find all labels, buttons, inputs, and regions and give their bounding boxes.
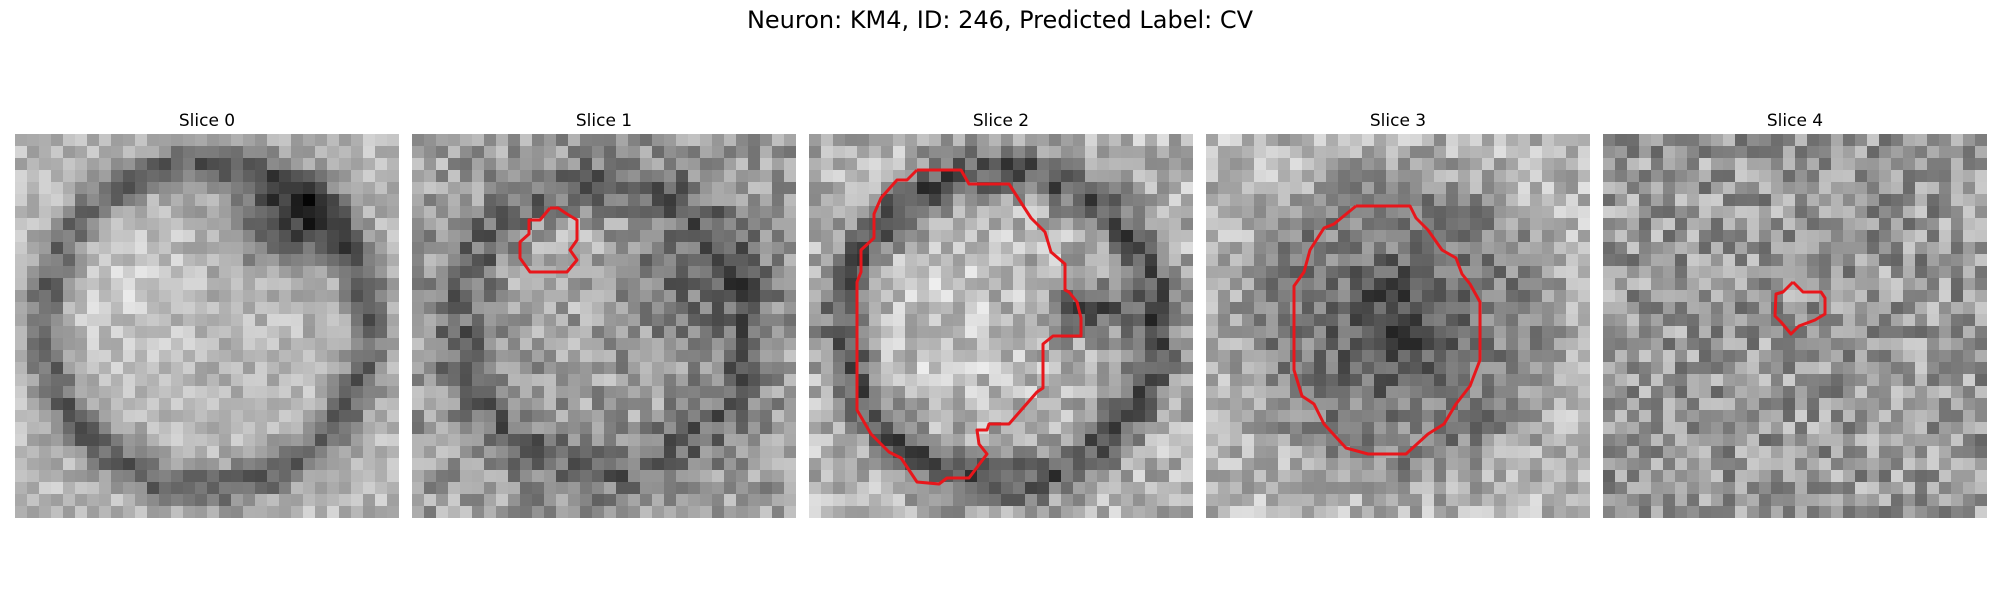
figure-title: Neuron: KM4, ID: 246, Predicted Label: C… — [0, 6, 2000, 34]
contour-line — [857, 170, 1081, 484]
slice-title: Slice 1 — [412, 108, 796, 134]
slice-image-canvas — [15, 134, 399, 518]
contour-line — [520, 208, 577, 272]
slice-image — [412, 134, 796, 518]
slice-title: Slice 2 — [809, 108, 1193, 134]
slice-image — [809, 134, 1193, 518]
slice-panel-1: Slice 1 — [412, 108, 796, 134]
segmentation-contour — [1206, 134, 1590, 518]
segmentation-contour — [809, 134, 1193, 518]
slice-title: Slice 3 — [1206, 108, 1590, 134]
slice-image — [1206, 134, 1590, 518]
segmentation-contour — [1603, 134, 1987, 518]
slice-image — [15, 134, 399, 518]
slice-panel-3: Slice 3 — [1206, 108, 1590, 134]
slice-image — [1603, 134, 1987, 518]
slice-title: Slice 4 — [1603, 108, 1987, 134]
slice-panel-2: Slice 2 — [809, 108, 1193, 134]
contour-line — [1294, 206, 1480, 454]
slice-panel-0: Slice 0 — [15, 108, 399, 134]
contour-line — [1775, 282, 1825, 334]
slice-title: Slice 0 — [15, 108, 399, 134]
segmentation-contour — [412, 134, 796, 518]
slice-panel-4: Slice 4 — [1603, 108, 1987, 134]
